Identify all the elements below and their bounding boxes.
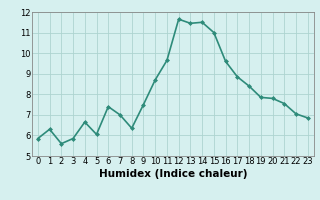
- X-axis label: Humidex (Indice chaleur): Humidex (Indice chaleur): [99, 169, 247, 179]
